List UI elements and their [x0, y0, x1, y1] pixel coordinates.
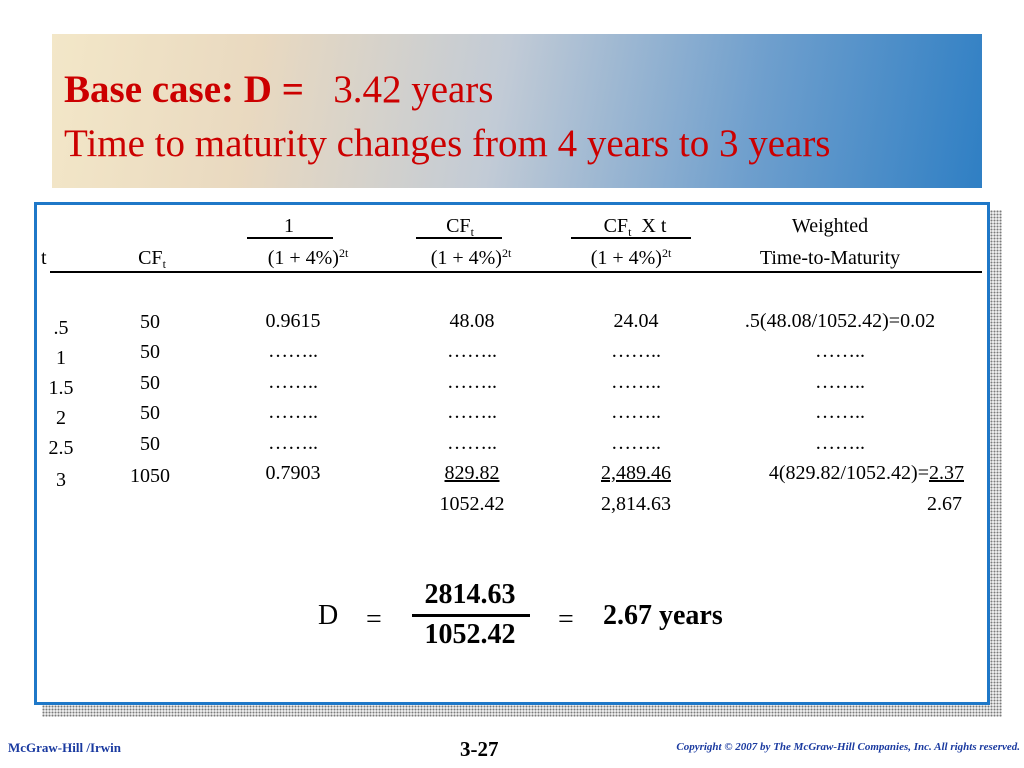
formula-denominator: 1052.42 [424, 619, 516, 650]
header-t: t [41, 247, 47, 269]
formula-fraction-bar [412, 614, 530, 617]
pv-cash-flow: …….. [447, 340, 497, 362]
pv-cash-flow: …….. [447, 401, 497, 423]
pv-cash-flow: 48.08 [449, 310, 495, 332]
header-col4-top: Weighted [791, 215, 869, 237]
header-col3-fraction-bar [571, 237, 691, 239]
formula-equals-1: = [366, 604, 382, 635]
header-col2-top: CFt [446, 215, 474, 239]
copyright-notice: Copyright © 2007 by The McGraw-Hill Comp… [676, 741, 1020, 753]
slide-title-line2: Time to maturity changes from 4 years to… [64, 122, 831, 165]
header-col2-bottom: (1 + 4%)2t [430, 246, 512, 269]
title-duration-value: 3.42 years [333, 68, 494, 111]
pv-times-t-total: 2,814.63 [601, 493, 671, 515]
t-value: 2 [56, 407, 66, 429]
header-col2-fraction-bar [416, 237, 502, 239]
discount-factor: …….. [268, 371, 318, 393]
header-col1-bottom: (1 + 4%)2t [267, 246, 349, 269]
pv-times-t: 24.04 [613, 310, 659, 332]
header-col1-top: 1 [284, 215, 294, 237]
header-divider [50, 271, 982, 273]
weighted-ttm: …….. [815, 340, 865, 362]
t-value: .5 [53, 317, 69, 339]
pv-cash-flow: …….. [447, 432, 497, 454]
weighted-ttm: .5(48.08/1052.42)=0.02 [744, 310, 936, 332]
title-base-case: Base case: D = [64, 68, 304, 111]
pv-times-t: …….. [611, 371, 661, 393]
t-value: 3 [56, 469, 66, 491]
content-panel [34, 202, 990, 705]
cf-value: 50 [140, 433, 160, 455]
pv-cash-flow: 829.82 [444, 462, 500, 484]
slide-title-line1: Base case: D = 3.42 years [64, 70, 493, 109]
cf-value: 50 [140, 372, 160, 394]
discount-factor: …….. [268, 432, 318, 454]
pv-total: 1052.42 [439, 493, 505, 515]
header-col3-bottom: (1 + 4%)2t [590, 246, 672, 269]
pv-cash-flow: …….. [447, 371, 497, 393]
pv-times-t: …….. [611, 401, 661, 423]
formula-numerator: 2814.63 [424, 579, 516, 610]
weighted-ttm: …….. [815, 371, 865, 393]
formula-lhs: D [318, 600, 339, 631]
header-cf: CFt [138, 247, 166, 271]
header-col4-bottom: Time-to-Maturity [759, 247, 901, 269]
cf-value: 50 [140, 341, 160, 363]
cf-value: 50 [140, 311, 160, 333]
discount-factor: 0.9615 [265, 310, 321, 332]
t-value: 1.5 [48, 377, 74, 399]
discount-factor: …….. [268, 340, 318, 362]
t-value: 2.5 [48, 437, 74, 459]
title-banner [52, 34, 982, 188]
cf-value: 1050 [130, 465, 170, 487]
weighted-ttm-total: 2.67 [927, 493, 962, 515]
discount-factor: …….. [268, 401, 318, 423]
publisher-label: McGraw-Hill /Irwin [8, 740, 122, 755]
weighted-ttm: 4(829.82/1052.42)=2.37 [768, 462, 964, 484]
cf-value: 50 [140, 402, 160, 424]
pv-times-t: 2,489.46 [601, 462, 671, 484]
discount-factor: 0.7903 [265, 462, 321, 484]
pv-times-t: …….. [611, 432, 661, 454]
slide-number: 3-27 [460, 737, 499, 761]
pv-times-t: …….. [611, 340, 661, 362]
weighted-ttm: …….. [815, 401, 865, 423]
formula-result: 2.67 years [603, 600, 723, 631]
t-value: 1 [56, 347, 66, 369]
header-col1-fraction-bar [247, 237, 333, 239]
weighted-ttm: …….. [815, 432, 865, 454]
header-col3-top: CFt X t [603, 215, 667, 239]
formula-equals-2: = [558, 604, 574, 635]
